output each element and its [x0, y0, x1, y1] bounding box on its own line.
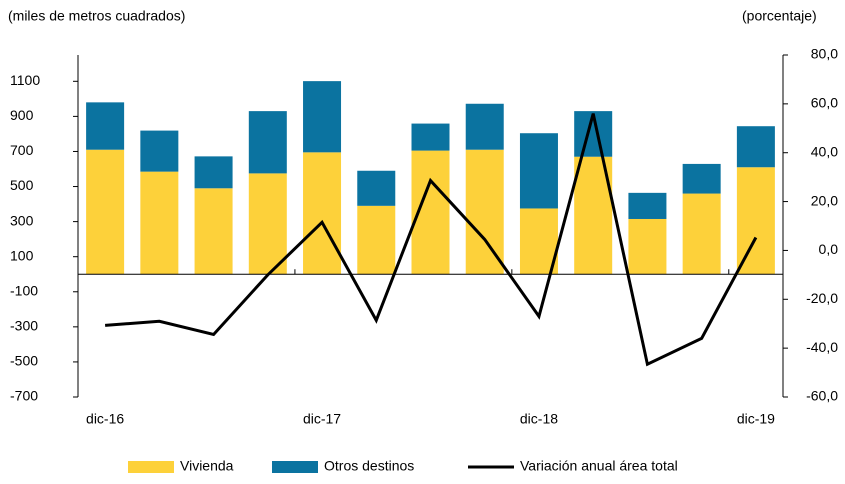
bar	[465, 103, 504, 150]
x-tick-label: dic-19	[737, 411, 775, 427]
y2-axis-label: (porcentaje)	[742, 8, 817, 24]
bar	[248, 173, 287, 275]
y-axis-label: (miles de metros cuadrados)	[8, 8, 185, 24]
line	[105, 113, 758, 367]
y-tick-label: -100	[10, 282, 38, 298]
legend-label: Vivienda	[180, 458, 234, 474]
legend-label: Otros destinos	[324, 458, 414, 474]
y-tick-label: 100	[10, 247, 34, 263]
bar	[736, 167, 775, 275]
bar	[140, 130, 179, 172]
legend-swatch	[272, 461, 318, 473]
bar	[357, 205, 396, 275]
y-tick-label: 700	[10, 142, 34, 158]
bar	[194, 188, 233, 275]
bar	[303, 152, 342, 275]
bar	[628, 192, 667, 219]
y2-tick-label: -40,0	[806, 339, 838, 355]
x-tick-label: dic-16	[86, 411, 124, 427]
y2-tick-label: 80,0	[811, 46, 838, 62]
y2-tick-label: 20,0	[811, 192, 838, 208]
y2-tick-label: 0,0	[819, 241, 839, 257]
bar	[303, 81, 342, 153]
bar	[736, 126, 775, 168]
y-tick-label: -300	[10, 318, 38, 334]
y2-tick-label: 60,0	[811, 95, 838, 111]
bar	[140, 171, 179, 275]
bar	[682, 193, 721, 275]
legend-label: Variación anual área total	[520, 458, 678, 474]
y-tick-label: 900	[10, 107, 34, 123]
bar	[86, 149, 125, 275]
bar	[519, 133, 558, 209]
y2-tick-label: 40,0	[811, 143, 838, 159]
y-tick-label: 500	[10, 177, 34, 193]
y-tick-label: -700	[10, 388, 38, 404]
x-tick-label: dic-18	[520, 411, 558, 427]
y-tick-label: 1100	[10, 72, 40, 88]
y2-tick-label: -20,0	[806, 290, 838, 306]
bar	[357, 170, 396, 206]
x-tick-label: dic-17	[303, 411, 341, 427]
bar	[465, 149, 504, 275]
bar	[194, 156, 233, 189]
bar	[248, 111, 287, 174]
bar	[86, 102, 125, 150]
bar	[411, 123, 450, 151]
bar	[628, 218, 667, 275]
y-tick-label: 300	[10, 212, 34, 228]
legend-swatch	[128, 461, 174, 473]
bar	[682, 163, 721, 194]
y-tick-label: -500	[10, 353, 38, 369]
y2-tick-label: -60,0	[806, 388, 838, 404]
